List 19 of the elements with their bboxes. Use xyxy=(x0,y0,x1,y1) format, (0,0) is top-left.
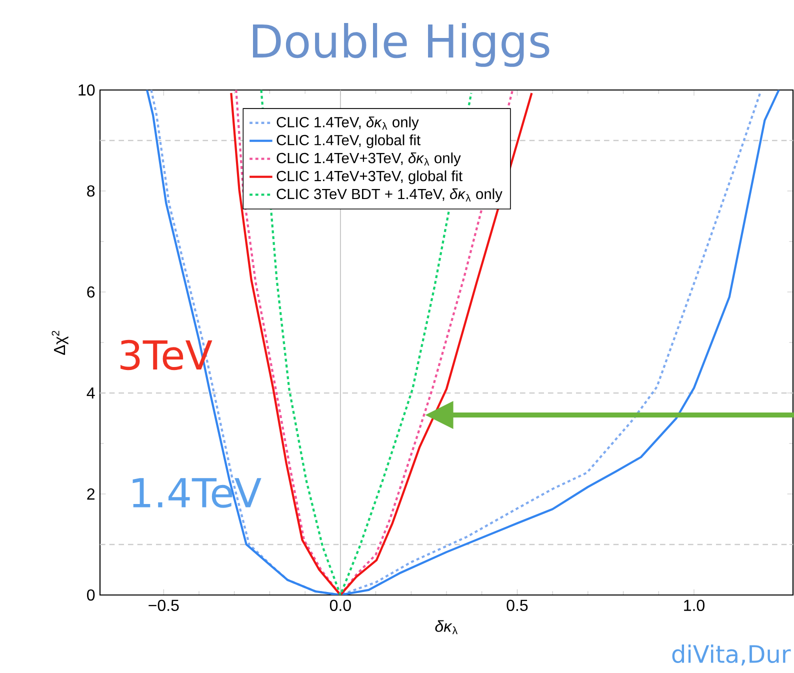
legend-label: CLIC 1.4TeV, δκ$_{λ}$ only xyxy=(276,116,419,130)
y-tick-label: 4 xyxy=(86,387,95,398)
legend-label: CLIC 3TeV BDT + 1.4TeV, δκ$_{λ}$ only xyxy=(276,188,502,202)
y-tick-label: 10 xyxy=(78,84,95,96)
chart-title: Double Higgs xyxy=(253,23,550,67)
legend-label: CLIC 1.4TeV+3TeV, δκ$_{λ}$ only xyxy=(276,152,461,166)
y-tick-label: 8 xyxy=(87,185,95,197)
x-tick-label: −0.5 xyxy=(148,600,179,612)
x-tick-label: 1.0 xyxy=(684,600,704,612)
y-tick-label: 0 xyxy=(87,589,95,601)
x-axis-title: δκ$_{λ}$ xyxy=(435,620,458,634)
legend-label: CLIC 1.4TeV+3TeV, global fit xyxy=(276,170,462,184)
y-axis-title: Δχ$^{2}$ xyxy=(52,330,68,355)
x-tick-label: 0.0 xyxy=(330,600,351,612)
legend-label: CLIC 1.4TeV, global fit xyxy=(276,134,420,148)
text: diVita,Dur xyxy=(672,644,791,666)
y-tick-label: 2 xyxy=(87,488,94,500)
x-tick-label: 0.5 xyxy=(506,600,528,612)
y-tick-label: 6 xyxy=(87,286,95,298)
